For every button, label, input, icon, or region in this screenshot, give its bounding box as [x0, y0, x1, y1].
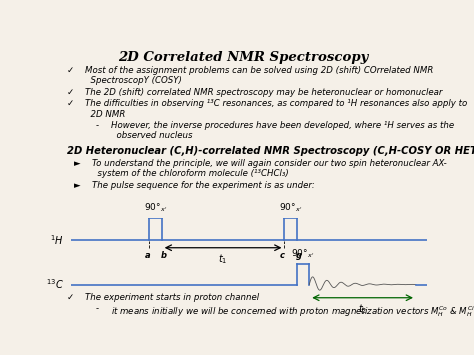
Text: $t_2$: $t_2$	[358, 302, 367, 316]
Text: SpectroscopY (COSY): SpectroscopY (COSY)	[85, 76, 182, 85]
Text: -: -	[96, 304, 99, 313]
Text: $90°_{x'}$: $90°_{x'}$	[292, 248, 315, 260]
Text: $90°_{x'}$: $90°_{x'}$	[144, 201, 167, 214]
Text: 2D NMR: 2D NMR	[85, 110, 125, 119]
Text: $t_1$: $t_1$	[219, 252, 228, 266]
Text: 2D Heteronuclear (C,H)-correlated NMR Spectroscopy (C,H-COSY OR HETCOR): 2D Heteronuclear (C,H)-correlated NMR Sp…	[66, 146, 474, 155]
Text: The pulse sequence for the experiment is as under:: The pulse sequence for the experiment is…	[92, 181, 315, 190]
Text: To understand the principle, we will again consider our two spin heteronuclear A: To understand the principle, we will aga…	[92, 159, 447, 168]
Text: $90°_{x'}$: $90°_{x'}$	[279, 201, 302, 214]
Text: $^{13}$C: $^{13}$C	[46, 278, 64, 291]
Text: 2D Correlated NMR Spectroscopy: 2D Correlated NMR Spectroscopy	[118, 51, 368, 64]
Text: ✓: ✓	[66, 99, 74, 108]
Text: c: c	[280, 251, 285, 260]
Text: ✓: ✓	[66, 66, 74, 75]
Text: The 2D (shift) correlated NMR spectroscopy may be heteronuclear or homonuclear: The 2D (shift) correlated NMR spectrosco…	[85, 88, 442, 97]
Text: it means initially we will be concerned with proton magnetization vectors $M_H^{: it means initially we will be concerned …	[110, 304, 474, 319]
Text: ►: ►	[74, 181, 81, 190]
Text: -: -	[96, 121, 99, 130]
Text: ✓: ✓	[66, 293, 74, 302]
Text: observed nucleus: observed nucleus	[110, 131, 192, 141]
Text: ✓: ✓	[66, 88, 74, 97]
Text: The experiment starts in proton channel: The experiment starts in proton channel	[85, 293, 259, 302]
Text: system of the chloroform molecule (¹³CHCl₃): system of the chloroform molecule (¹³CHC…	[92, 169, 289, 178]
Text: Most of the assignment problems can be solved using 2D (shift) COrrelated NMR: Most of the assignment problems can be s…	[85, 66, 433, 75]
Text: b: b	[161, 251, 166, 260]
Text: The difficulties in observing ¹³C resonances, as compared to ¹H resonances also : The difficulties in observing ¹³C resona…	[85, 99, 467, 108]
Text: However, the inverse procedures have been developed, where ¹H serves as the: However, the inverse procedures have bee…	[110, 121, 454, 130]
Text: a: a	[145, 251, 150, 260]
Text: $^{1}$H: $^{1}$H	[50, 234, 64, 247]
Text: g: g	[296, 251, 301, 260]
Text: ►: ►	[74, 159, 81, 168]
